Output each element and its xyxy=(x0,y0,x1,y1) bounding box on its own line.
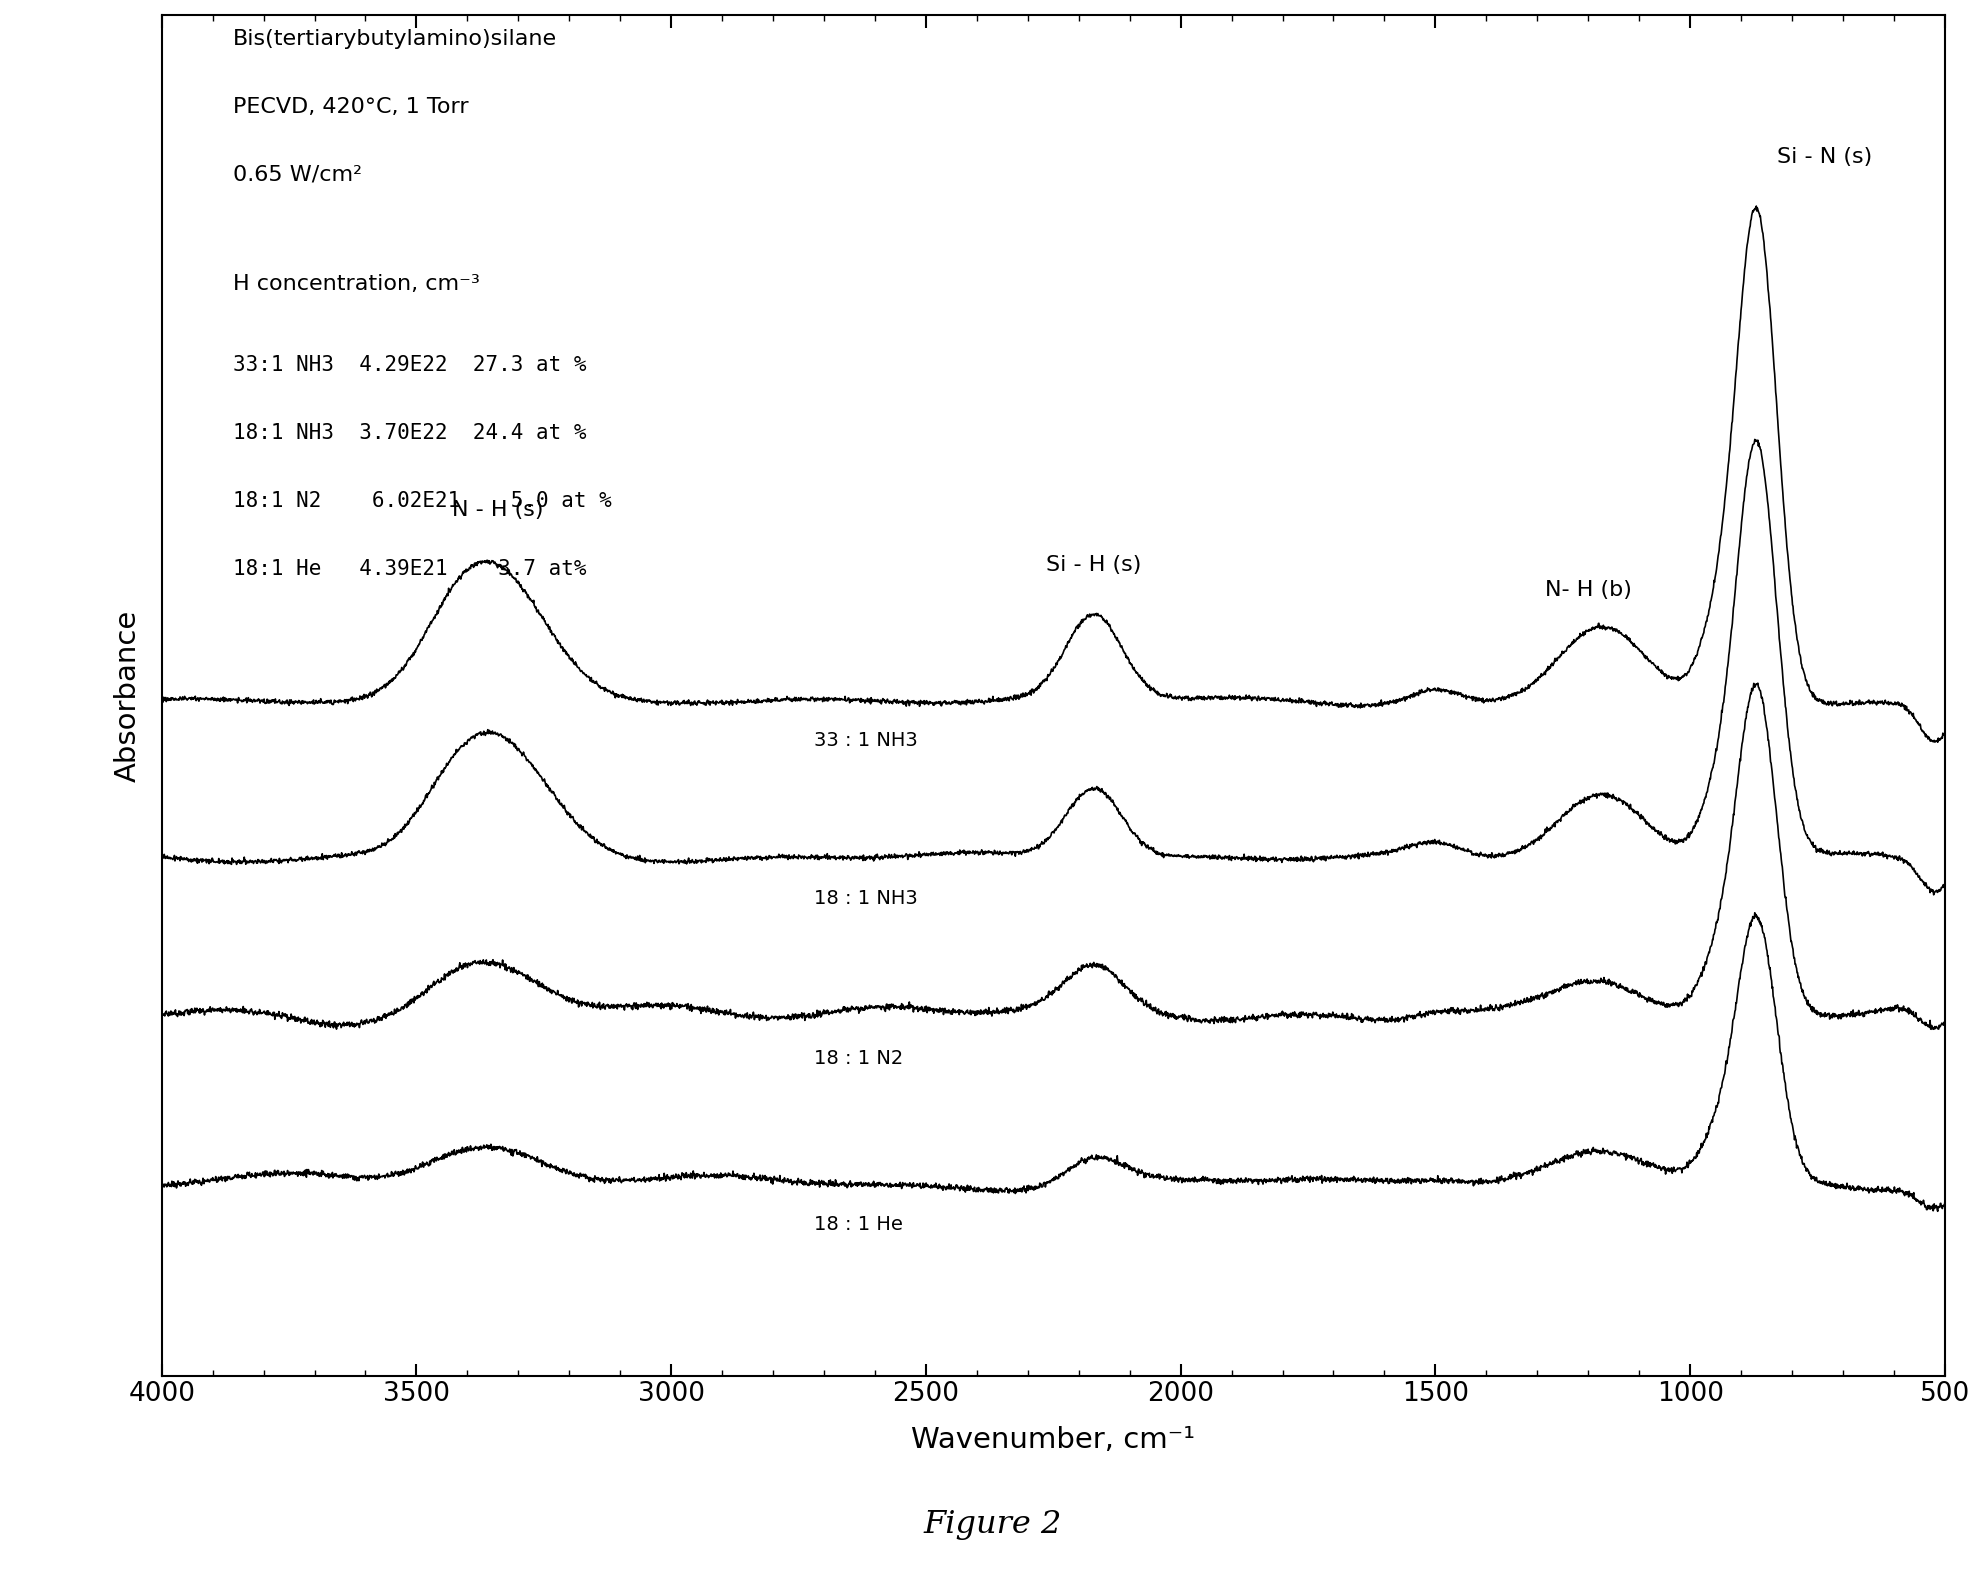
Text: 18:1 He   4.39E21    3.7 at%: 18:1 He 4.39E21 3.7 at% xyxy=(232,559,586,580)
X-axis label: Wavenumber, cm⁻¹: Wavenumber, cm⁻¹ xyxy=(911,1427,1195,1455)
Y-axis label: Absorbance: Absorbance xyxy=(115,610,143,782)
Text: Si - N (s): Si - N (s) xyxy=(1777,147,1872,167)
Text: Bis(tertiarybutylamino)silane: Bis(tertiarybutylamino)silane xyxy=(232,28,558,49)
Text: 18 : 1 He: 18 : 1 He xyxy=(814,1215,903,1234)
Text: H concentration, cm⁻³: H concentration, cm⁻³ xyxy=(232,273,480,294)
Text: 18 : 1 NH3: 18 : 1 NH3 xyxy=(814,890,917,908)
Text: 18 : 1 N2: 18 : 1 N2 xyxy=(814,1049,903,1068)
Text: 33 : 1 NH3: 33 : 1 NH3 xyxy=(814,732,917,750)
Text: 18:1 NH3  3.70E22  24.4 at %: 18:1 NH3 3.70E22 24.4 at % xyxy=(232,423,586,444)
Text: Si - H (s): Si - H (s) xyxy=(1046,555,1141,575)
Text: PECVD, 420°C, 1 Torr: PECVD, 420°C, 1 Torr xyxy=(232,96,468,117)
Text: 18:1 N2    6.02E21    5.0 at %: 18:1 N2 6.02E21 5.0 at % xyxy=(232,491,611,512)
Text: 33:1 NH3  4.29E22  27.3 at %: 33:1 NH3 4.29E22 27.3 at % xyxy=(232,356,586,376)
Text: N - H (s): N - H (s) xyxy=(453,499,544,520)
Text: Figure 2: Figure 2 xyxy=(923,1509,1062,1540)
Text: N- H (b): N- H (b) xyxy=(1544,580,1632,600)
Text: 0.65 W/cm²: 0.65 W/cm² xyxy=(232,164,361,185)
